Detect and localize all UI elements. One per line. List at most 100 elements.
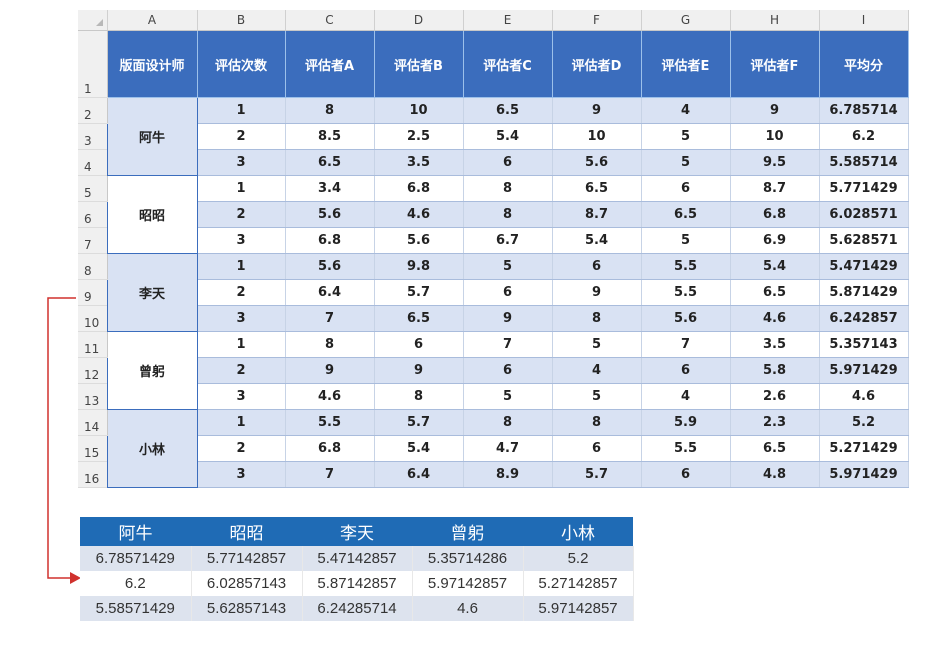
designer-name[interactable]: 阿牛 [106,97,198,176]
select-all-corner[interactable] [78,10,108,31]
score-cell[interactable]: 5.4 [730,253,820,280]
eval-count-cell[interactable]: 3 [197,149,286,176]
column-header-h[interactable]: H [730,10,820,31]
score-cell[interactable]: 8.5 [285,123,375,150]
score-cell[interactable]: 3.4 [285,175,375,202]
score-cell[interactable]: 5.4 [374,435,464,462]
average-cell[interactable]: 6.028571 [818,201,909,228]
score-cell[interactable]: 8.7 [552,201,642,228]
column-header-c[interactable]: C [285,10,375,31]
score-cell[interactable]: 5 [463,383,553,410]
score-cell[interactable]: 5 [641,227,731,254]
score-cell[interactable]: 4.7 [463,435,553,462]
score-cell[interactable]: 8 [285,97,375,124]
score-cell[interactable]: 5 [463,253,553,280]
column-header-f[interactable]: F [552,10,642,31]
score-cell[interactable]: 5.6 [641,305,731,332]
eval-count-cell[interactable]: 1 [197,253,286,280]
row-header[interactable]: 5 [78,175,108,202]
score-cell[interactable]: 5.7 [374,279,464,306]
score-cell[interactable]: 7 [463,331,553,358]
row-header[interactable]: 14 [78,409,108,436]
score-cell[interactable]: 8 [285,331,375,358]
summary-cell[interactable]: 5.97142857 [523,596,634,621]
score-cell[interactable]: 6.7 [463,227,553,254]
eval-count-cell[interactable]: 3 [197,305,286,332]
header-average[interactable]: 平均分 [819,30,909,98]
summary-header-zenggong[interactable]: 曾躬 [412,517,523,546]
score-cell[interactable]: 6 [552,435,642,462]
score-cell[interactable]: 5.5 [285,409,375,436]
score-cell[interactable]: 6.4 [285,279,375,306]
header-eval-count[interactable]: 评估次数 [197,30,286,98]
average-cell[interactable]: 6.2 [818,123,909,150]
score-cell[interactable]: 5.7 [552,461,642,488]
score-cell[interactable]: 5.4 [463,123,553,150]
score-cell[interactable]: 2.6 [730,383,820,410]
header-evaluator-b[interactable]: 评估者B [374,30,464,98]
row-header[interactable]: 1 [78,30,108,98]
eval-count-cell[interactable]: 1 [197,331,286,358]
eval-count-cell[interactable]: 2 [197,279,286,306]
score-cell[interactable]: 8 [463,175,553,202]
column-header-g[interactable]: G [641,10,731,31]
row-header[interactable]: 16 [78,461,108,488]
summary-cell[interactable]: 5.47142857 [302,546,413,571]
row-header[interactable]: 6 [78,201,108,228]
eval-count-cell[interactable]: 1 [197,97,286,124]
score-cell[interactable]: 5.6 [285,201,375,228]
average-cell[interactable]: 4.6 [818,383,909,410]
eval-count-cell[interactable]: 3 [197,383,286,410]
score-cell[interactable]: 8 [374,383,464,410]
score-cell[interactable]: 5.6 [374,227,464,254]
score-cell[interactable]: 6 [463,279,553,306]
average-cell[interactable]: 5.971429 [818,461,909,488]
score-cell[interactable]: 6 [463,357,553,384]
column-header-a[interactable]: A [107,10,198,31]
summary-header-litian[interactable]: 李天 [302,517,412,546]
average-cell[interactable]: 5.971429 [818,357,909,384]
summary-cell[interactable]: 5.2 [523,546,634,571]
average-cell[interactable]: 5.271429 [818,435,909,462]
score-cell[interactable]: 10 [374,97,464,124]
average-cell[interactable]: 5.628571 [818,227,909,254]
column-header-e[interactable]: E [463,10,553,31]
score-cell[interactable]: 2.5 [374,123,464,150]
score-cell[interactable]: 4 [641,97,731,124]
designer-name[interactable]: 昭昭 [106,175,198,254]
column-header-d[interactable]: D [374,10,464,31]
eval-count-cell[interactable]: 1 [197,175,286,202]
score-cell[interactable]: 4 [552,357,642,384]
column-header-i[interactable]: I [819,10,909,31]
summary-cell[interactable]: 5.77142857 [191,546,303,571]
designer-name[interactable]: 曾躬 [106,331,198,410]
score-cell[interactable]: 3.5 [730,331,820,358]
score-cell[interactable]: 5.5 [641,253,731,280]
score-cell[interactable]: 9 [730,97,820,124]
average-cell[interactable]: 5.357143 [818,331,909,358]
summary-cell[interactable]: 5.27142857 [523,571,634,596]
score-cell[interactable]: 6.4 [374,461,464,488]
row-header[interactable]: 10 [78,305,108,332]
score-cell[interactable]: 2.3 [730,409,820,436]
score-cell[interactable]: 6.8 [285,227,375,254]
row-header[interactable]: 8 [78,253,108,280]
summary-cell[interactable]: 5.62857143 [191,596,303,621]
score-cell[interactable]: 7 [285,461,375,488]
score-cell[interactable]: 5.4 [552,227,642,254]
average-cell[interactable]: 6.785714 [818,97,909,124]
eval-count-cell[interactable]: 2 [197,435,286,462]
eval-count-cell[interactable]: 1 [197,409,286,436]
score-cell[interactable]: 9.5 [730,149,820,176]
score-cell[interactable]: 10 [730,123,820,150]
row-header[interactable]: 4 [78,149,108,176]
score-cell[interactable]: 6.5 [285,149,375,176]
score-cell[interactable]: 5 [552,331,642,358]
row-header[interactable]: 12 [78,357,108,384]
summary-cell[interactable]: 4.6 [412,596,524,621]
summary-cell[interactable]: 5.58571429 [80,596,192,621]
average-cell[interactable]: 5.771429 [818,175,909,202]
score-cell[interactable]: 5.5 [641,279,731,306]
summary-cell[interactable]: 5.97142857 [412,571,524,596]
score-cell[interactable]: 6.8 [374,175,464,202]
